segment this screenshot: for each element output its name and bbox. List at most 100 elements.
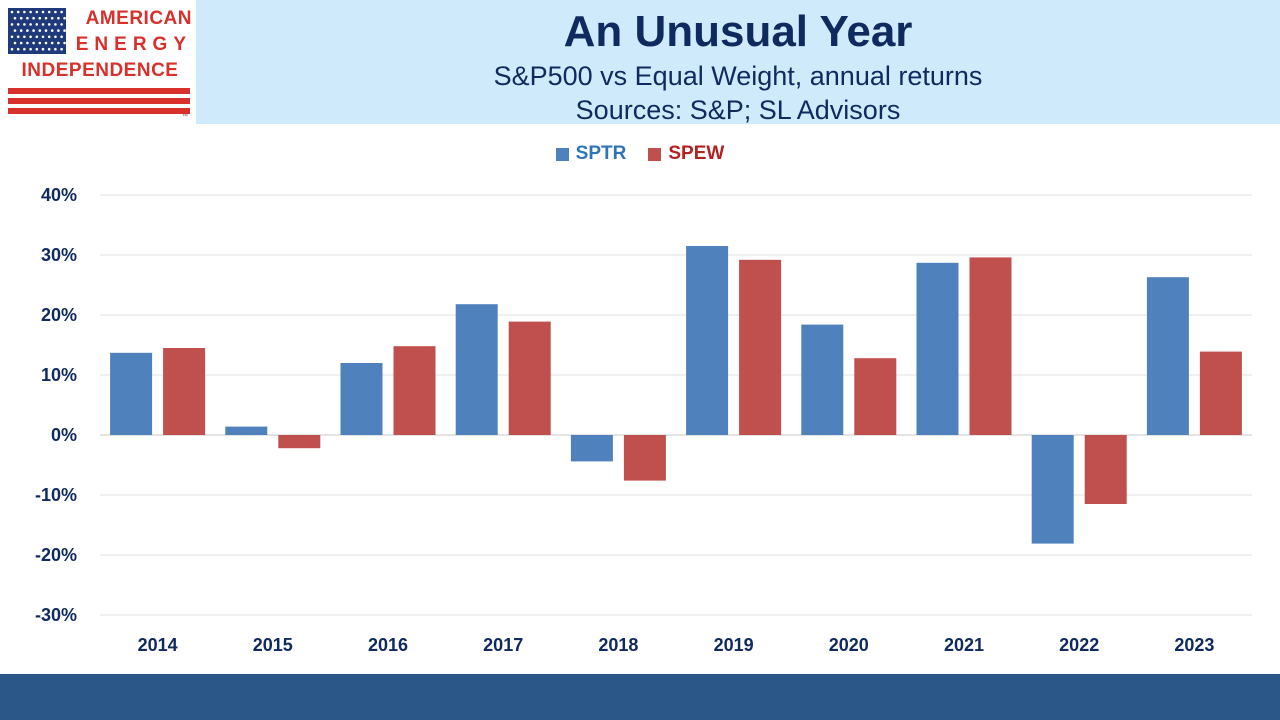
flag-star	[44, 16, 48, 20]
flag-star	[60, 10, 63, 14]
flag-star	[29, 10, 32, 14]
flag-star	[35, 10, 39, 14]
y-tick-label: 40%	[41, 185, 77, 205]
flag-star	[19, 29, 23, 32]
x-tick-label: 2015	[253, 635, 293, 655]
flag-star	[29, 23, 32, 26]
flag-star	[16, 23, 20, 26]
x-tick-label: 2017	[483, 635, 523, 655]
flag-star	[10, 47, 14, 51]
x-tick-label: 2014	[138, 635, 178, 655]
bar-spew-2021	[969, 257, 1012, 435]
bar-sptr-2022	[1031, 435, 1074, 544]
flag-star	[60, 47, 63, 51]
bar-spew-2023	[1199, 351, 1242, 435]
legend-item-sptr: SPTR	[555, 143, 627, 165]
bar-spew-2017	[508, 321, 551, 435]
y-tick-label: 30%	[41, 245, 77, 265]
flag-star	[26, 29, 29, 32]
y-tick-label: 20%	[41, 305, 77, 325]
bar-sptr-2021	[916, 262, 959, 435]
flag-star	[41, 47, 45, 51]
flag-star	[19, 16, 23, 20]
bar-spew-2016	[393, 346, 436, 435]
header-band	[196, 0, 1280, 124]
flag-star	[16, 10, 20, 14]
flag-star	[47, 10, 51, 14]
flag-icon	[8, 8, 66, 54]
chart-legend: SPTR SPEW	[0, 143, 1280, 165]
flag-star	[16, 47, 20, 51]
flag-star	[41, 23, 45, 26]
page-title: An Unusual Year	[563, 7, 913, 56]
x-tick-label: 2021	[944, 635, 984, 655]
flag-star	[29, 47, 32, 51]
source-line: Sources: S&P; SL Advisors	[575, 95, 901, 125]
flag-star	[35, 35, 39, 39]
bar-spew-2015	[278, 435, 321, 449]
x-tick-label: 2016	[368, 635, 408, 655]
flag-star	[57, 41, 60, 45]
legend-item-spew: SPEW	[648, 143, 724, 165]
flag-star	[23, 35, 26, 39]
bar-spew-2022	[1084, 435, 1127, 504]
flag-star	[32, 29, 35, 32]
logo-line-2: ENERGY	[75, 34, 192, 55]
subtitle: S&P500 vs Equal Weight, annual returns	[493, 61, 983, 91]
bar-sptr-2019	[686, 246, 729, 435]
x-tick-label: 2022	[1059, 635, 1099, 655]
y-tick-label: 10%	[41, 365, 77, 385]
flag-star	[57, 16, 60, 20]
flag-star	[60, 35, 63, 39]
flag-star	[10, 23, 14, 26]
bar-spew-2018	[623, 435, 666, 481]
flag-star	[10, 35, 14, 39]
flag-star	[38, 41, 42, 45]
bar-spew-2014	[163, 348, 206, 435]
x-tick-label: 2018	[598, 635, 638, 655]
bar-spew-2019	[739, 259, 782, 435]
legend-swatch-spew	[648, 147, 662, 161]
flag-star	[26, 16, 29, 20]
logo: AMERICAN ENERGY INDEPENDENCE ™	[0, 0, 196, 124]
x-tick-label: 2023	[1174, 635, 1214, 655]
flag-star	[16, 35, 20, 39]
flag-star	[41, 10, 45, 14]
flag-star	[26, 41, 29, 45]
flag-star	[13, 16, 17, 20]
flag-star	[23, 10, 26, 14]
bar-sptr-2018	[570, 435, 613, 462]
flag-star	[50, 16, 54, 20]
y-tick-label: 0%	[51, 425, 77, 445]
flag-star	[47, 23, 51, 26]
flag-star	[13, 41, 17, 45]
flag-star	[44, 41, 48, 45]
flag-star	[54, 47, 57, 51]
bar-sptr-2015	[225, 426, 268, 435]
flag-star	[38, 29, 42, 32]
flag-star	[38, 16, 42, 20]
flag-star	[50, 41, 54, 45]
flag-star	[23, 47, 26, 51]
flag-star	[32, 41, 35, 45]
flag-star	[23, 23, 26, 26]
flag-star	[19, 41, 23, 45]
flag-star	[54, 23, 57, 26]
bar-sptr-2017	[455, 304, 498, 435]
flag-star	[54, 35, 57, 39]
legend-label-sptr: SPTR	[575, 143, 627, 164]
y-tick-label: -30%	[35, 605, 77, 625]
bar-chart: 40% 30% 20% 10% 0% -10% -20% -30% 2014 2015 2016 20…	[35, 185, 1252, 655]
flag-star	[47, 35, 51, 39]
bar-sptr-2023	[1146, 277, 1189, 435]
flag-star	[44, 29, 48, 32]
flag-star	[54, 10, 57, 14]
flag-star	[35, 23, 39, 26]
flag-star	[41, 35, 45, 39]
bar-sptr-2014	[110, 352, 153, 435]
y-tick-label: -20%	[35, 545, 77, 565]
logo-line-3: INDEPENDENCE	[21, 60, 179, 81]
logo-line-1: AMERICAN	[85, 8, 192, 29]
flag-star	[60, 23, 63, 26]
flag-star	[50, 29, 54, 32]
